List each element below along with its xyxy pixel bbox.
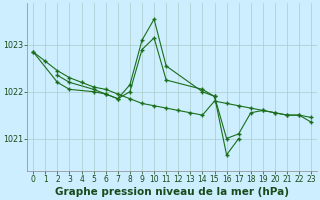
- X-axis label: Graphe pression niveau de la mer (hPa): Graphe pression niveau de la mer (hPa): [55, 187, 289, 197]
